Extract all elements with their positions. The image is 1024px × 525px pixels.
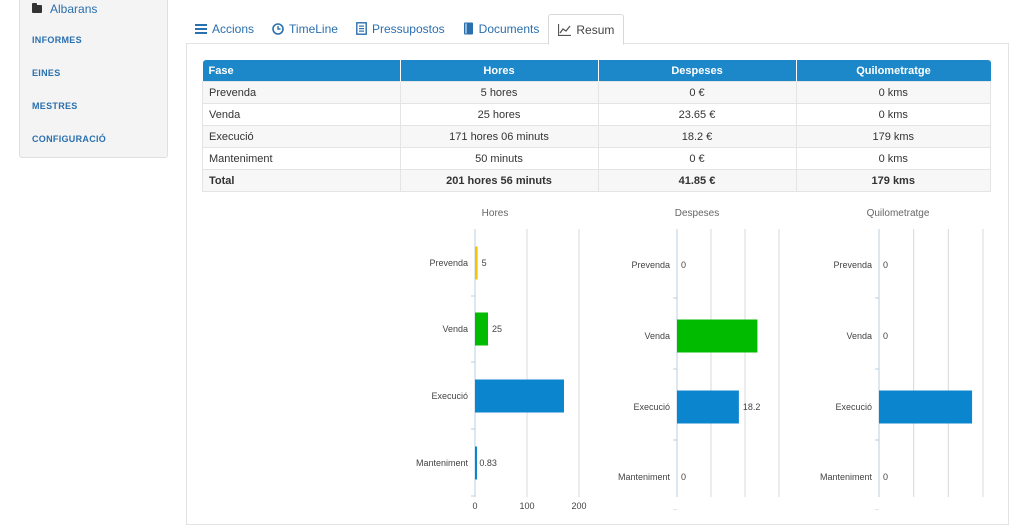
bar-execucio	[879, 390, 973, 424]
category-label: Venda	[442, 324, 468, 334]
table-cell: 18.2 €	[597, 125, 797, 148]
list-icon	[195, 24, 207, 34]
table-cell: 5 hores	[399, 81, 599, 104]
sidebar-item-mestres[interactable]: MESTRES	[32, 101, 78, 111]
category-label: Prevenda	[429, 258, 468, 268]
tab-label: Accions	[212, 21, 255, 36]
column-header: Despeses	[598, 60, 797, 82]
bar-venda	[475, 312, 488, 346]
sidebar-item-informes[interactable]: INFORMES	[32, 35, 82, 45]
table-cell: Total	[202, 169, 401, 192]
data-label: 0	[681, 472, 686, 482]
table-cell: 179 kms	[795, 169, 991, 192]
chart-icon	[558, 23, 572, 36]
column-header: Quilometratge	[796, 60, 991, 82]
tab-label: Pressupostos	[371, 21, 445, 36]
table-cell: 171 hores 06 minuts	[399, 125, 599, 148]
table-cell: 0 €	[597, 81, 797, 104]
tab-resum[interactable]: Resum	[548, 14, 625, 45]
table-cell: 0 kms	[795, 81, 991, 104]
sidebar-item-eines[interactable]: EINES	[32, 68, 61, 78]
tab-label: Documents	[478, 21, 540, 36]
book-icon	[463, 22, 473, 35]
bar-venda	[677, 319, 758, 353]
clock-icon	[272, 22, 284, 35]
category-label: Prevenda	[631, 260, 670, 270]
table-cell: Execució	[202, 125, 401, 148]
bar-execucio	[677, 390, 739, 424]
tab-label: Resum	[576, 22, 615, 37]
table-cell: 201 hores 56 minuts	[399, 169, 599, 192]
tab-bar: Accions TimeLine Pressupostos Documents …	[186, 14, 625, 45]
table-cell: 41.85 €	[597, 169, 797, 192]
x-tick-label: 0	[472, 501, 477, 510]
category-label: Venda	[644, 331, 670, 341]
table-cell: 0 kms	[795, 103, 991, 126]
data-label: 5	[482, 258, 487, 268]
category-label: Venda	[846, 331, 872, 341]
data-label: 25	[492, 324, 502, 334]
sidebar-item-albarans[interactable]: Albarans	[32, 2, 97, 16]
folder-icon	[32, 3, 42, 13]
tab-pressupostos[interactable]: Pressupostos	[347, 14, 454, 43]
table-row: Prevenda 5 hores 0 € 0 kms	[202, 81, 991, 104]
category-label: Prevenda	[833, 260, 872, 270]
data-label: 0.83	[479, 458, 497, 468]
category-label: Manteniment	[416, 458, 469, 468]
tab-label: TimeLine	[289, 21, 338, 36]
data-label: 0	[681, 260, 686, 270]
data-label: 0	[883, 472, 888, 482]
data-label: 0	[883, 260, 888, 270]
chart-title: Hores	[482, 208, 509, 219]
summary-table: Fase Hores Despeses Quilometratge Preven…	[202, 60, 991, 192]
document-list-icon	[356, 22, 367, 35]
chart-title: Despeses	[675, 208, 719, 219]
bar-manteniment	[475, 446, 477, 480]
data-label: 0	[883, 331, 888, 341]
bar-execucio	[475, 379, 564, 413]
bar-prevenda	[475, 246, 478, 280]
category-label: Execució	[431, 391, 468, 401]
sidebar-item-configuracio[interactable]: CONFIGURACIÓ	[32, 134, 107, 144]
table-row: Venda 25 hores 23.65 € 0 kms	[202, 103, 991, 126]
x-tick-label: 200	[571, 501, 586, 510]
table-header-row: Fase Hores Despeses Quilometratge	[202, 60, 991, 82]
tab-documents[interactable]: Documents	[454, 14, 549, 43]
data-label: 18.2	[743, 402, 761, 412]
category-label: Execució	[835, 402, 872, 412]
bar-charts: Hores Prevenda 5 Venda 25 Execució Manteniment…	[416, 208, 984, 510]
column-header: Fase	[202, 60, 401, 82]
x-tick-label: 100	[519, 501, 534, 510]
sidebar-item-label: Albarans	[50, 2, 98, 16]
tab-timeline[interactable]: TimeLine	[263, 14, 347, 43]
column-header: Hores	[400, 60, 599, 82]
category-label: Execució	[633, 402, 670, 412]
category-label: Manteniment	[820, 472, 873, 482]
tab-accions[interactable]: Accions	[186, 14, 263, 43]
table-total-row: Total 201 hores 56 minuts 41.85 € 179 km…	[202, 169, 991, 192]
sidebar: Albarans INFORMES EINES MESTRES CONFIGUR…	[19, 0, 168, 158]
category-label: Manteniment	[618, 472, 671, 482]
chart-title: Quilometratge	[867, 208, 930, 219]
